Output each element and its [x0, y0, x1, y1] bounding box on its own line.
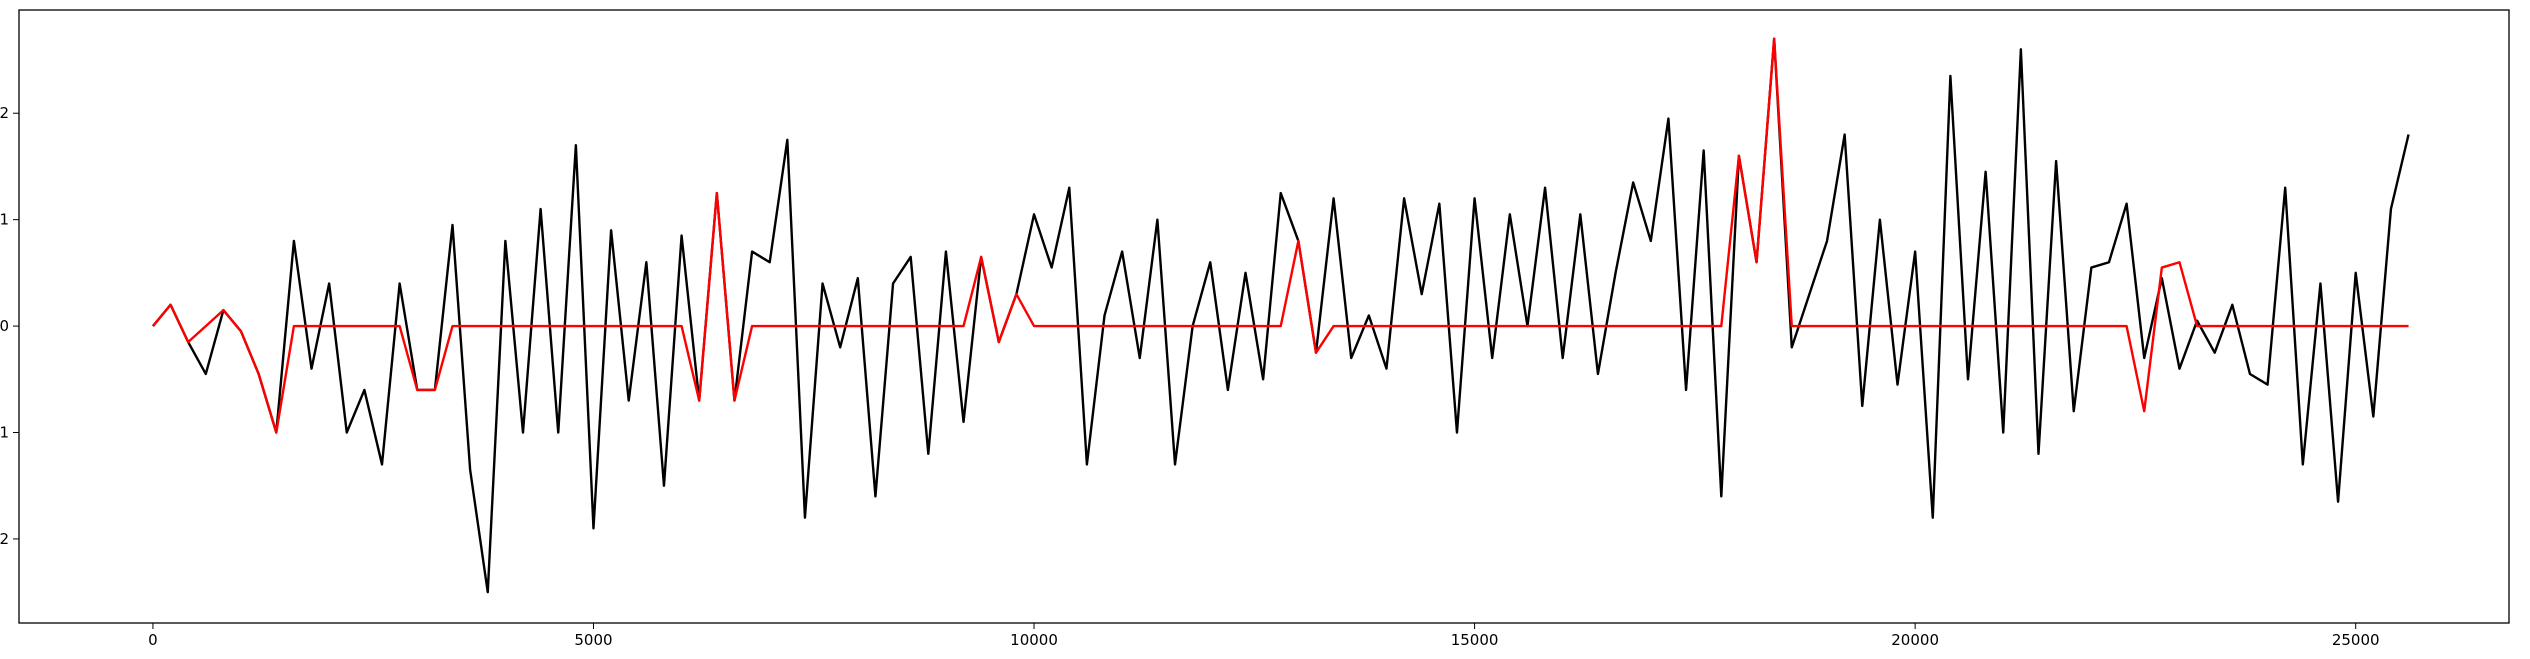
x-tick-label: 5000: [574, 631, 612, 649]
x-tick-label: 10000: [1010, 631, 1058, 649]
y-tick-label: −2: [0, 530, 9, 548]
data-line: [152, 37, 2409, 434]
y-tick-label: 1: [0, 211, 9, 229]
x-tick-label: 20000: [1891, 631, 1939, 649]
x-tick-label: 25000: [2332, 631, 2380, 649]
y-tick-label: 0: [0, 317, 9, 335]
y-tick-label: 2: [0, 104, 9, 122]
axes-frame: [18, 9, 2510, 624]
y-tick-label: −1: [0, 424, 9, 442]
x-tick-label: 0: [148, 631, 158, 649]
data-line: [152, 37, 2410, 594]
x-tick-label: 15000: [1451, 631, 1499, 649]
